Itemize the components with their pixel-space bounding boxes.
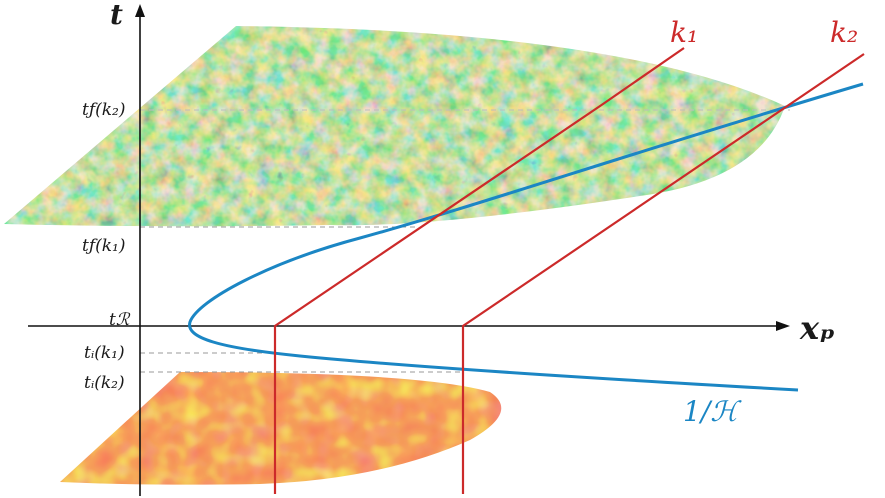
position-axis-label: xₚ (799, 309, 835, 347)
hubble-radius-label: 1/ℋ (683, 395, 742, 428)
mode-k1-line (273, 47, 685, 494)
time-axis-arrow-icon (135, 4, 145, 17)
mode-k1-label: k₁ (670, 16, 698, 49)
time-axis-label: t (110, 0, 123, 31)
hubble-radius-curve (188, 82, 864, 392)
early-time-temperature-map (60, 372, 502, 485)
tick-ti-k2: tᵢ(k₂) (84, 373, 125, 393)
late-time-temperature-map (4, 26, 785, 227)
tick-tR: tℛ (109, 310, 131, 330)
tick-ti-k1: tᵢ(k₁) (84, 343, 125, 363)
mode-k2-line (461, 53, 865, 494)
mode-k2-label: k₂ (830, 16, 858, 49)
position-axis-arrow-icon (776, 321, 790, 331)
tick-tf-k1: tƒ(k₁) (82, 236, 126, 256)
tick-tf-k2: tƒ(k₂) (82, 100, 126, 120)
